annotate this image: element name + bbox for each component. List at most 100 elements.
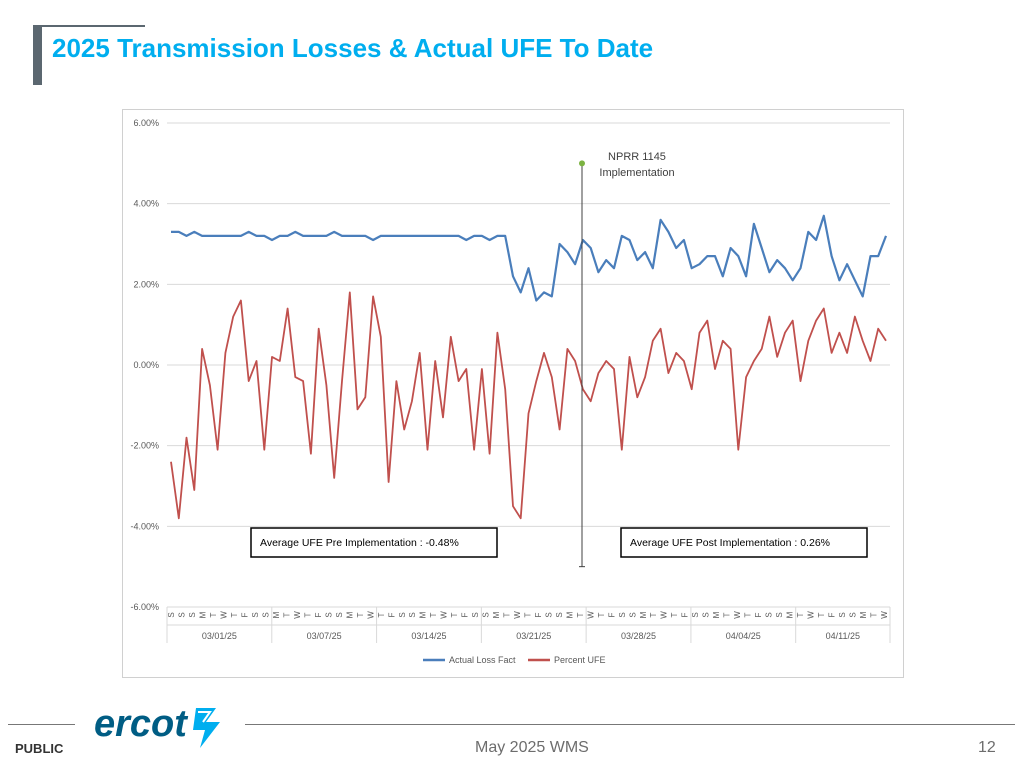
legend-label: Percent UFE bbox=[554, 655, 606, 665]
x-day-tick: T bbox=[356, 612, 365, 617]
y-tick-label: -4.00% bbox=[130, 521, 159, 531]
x-day-tick: W bbox=[733, 611, 742, 619]
x-day-tick: W bbox=[806, 611, 815, 619]
x-day-tick: S bbox=[765, 612, 774, 617]
x-day-tick: S bbox=[691, 612, 700, 617]
x-day-tick: T bbox=[869, 612, 878, 617]
footer-divider-left bbox=[8, 724, 75, 725]
legend-label: Actual Loss Fact bbox=[449, 655, 516, 665]
y-tick-label: 6.00% bbox=[133, 118, 159, 128]
x-day-tick: S bbox=[471, 612, 480, 617]
x-day-tick: T bbox=[230, 612, 239, 617]
x-day-tick: M bbox=[639, 611, 648, 618]
x-day-tick: F bbox=[314, 612, 323, 617]
x-day-tick: T bbox=[303, 612, 312, 617]
x-day-tick: S bbox=[544, 612, 553, 617]
x-day-tick: M bbox=[565, 611, 574, 618]
x-day-tick: T bbox=[429, 612, 438, 617]
x-day-tick: S bbox=[188, 612, 197, 617]
y-tick-label: -6.00% bbox=[130, 602, 159, 612]
x-day-tick: T bbox=[670, 612, 679, 617]
annotation-implementation-label: Implementation bbox=[599, 167, 674, 179]
x-day-tick: F bbox=[827, 612, 836, 617]
y-tick-label: -2.00% bbox=[130, 441, 159, 451]
x-day-tick: S bbox=[848, 612, 857, 617]
svg-text:ercot: ercot bbox=[94, 703, 188, 745]
footer-divider-right bbox=[245, 724, 1015, 725]
x-day-tick: W bbox=[440, 611, 449, 619]
x-day-tick: S bbox=[178, 612, 187, 617]
x-day-tick: S bbox=[775, 612, 784, 617]
series-line-percent-ufe bbox=[170, 291, 887, 520]
x-day-tick: F bbox=[387, 612, 396, 617]
x-day-tick: M bbox=[199, 611, 208, 618]
x-day-tick: T bbox=[796, 612, 805, 617]
x-day-tick: M bbox=[419, 611, 428, 618]
x-week-label: 03/14/25 bbox=[411, 631, 446, 641]
x-day-tick: T bbox=[597, 612, 606, 617]
x-day-tick: W bbox=[586, 611, 595, 619]
x-day-tick: F bbox=[534, 612, 543, 617]
x-day-tick: T bbox=[649, 612, 658, 617]
x-day-tick: W bbox=[293, 611, 302, 619]
post-average-label: Average UFE Post Implementation : 0.26% bbox=[630, 537, 830, 549]
x-week-label: 03/28/25 bbox=[621, 631, 656, 641]
footer-meeting-label: May 2025 WMS bbox=[475, 739, 589, 756]
ercot-logo: ercot bbox=[94, 703, 220, 748]
x-day-tick: S bbox=[335, 612, 344, 617]
x-week-label: 03/07/25 bbox=[307, 631, 342, 641]
post-average-box bbox=[620, 527, 868, 558]
x-day-tick: W bbox=[220, 611, 229, 619]
x-week-label: 04/11/25 bbox=[826, 631, 860, 641]
x-day-tick: W bbox=[880, 611, 889, 619]
y-tick-label: 2.00% bbox=[133, 279, 159, 289]
title-accent-line bbox=[42, 25, 145, 27]
x-day-tick: T bbox=[503, 612, 512, 617]
title-accent-bar bbox=[33, 25, 42, 85]
x-day-tick: M bbox=[272, 611, 281, 618]
x-day-tick: M bbox=[712, 611, 721, 618]
x-day-tick: F bbox=[241, 612, 250, 617]
x-day-tick: M bbox=[785, 611, 794, 618]
x-day-tick: T bbox=[377, 612, 386, 617]
x-day-tick: T bbox=[450, 612, 459, 617]
public-label: PUBLIC bbox=[15, 741, 64, 756]
x-day-tick: W bbox=[513, 611, 522, 619]
x-day-tick: M bbox=[345, 611, 354, 618]
x-day-tick: S bbox=[167, 612, 176, 617]
x-day-tick: T bbox=[576, 612, 585, 617]
x-day-tick: S bbox=[324, 612, 333, 617]
x-day-tick: F bbox=[461, 612, 470, 617]
x-day-tick: W bbox=[366, 611, 375, 619]
x-week-label: 03/01/25 bbox=[202, 631, 237, 641]
x-day-tick: M bbox=[859, 611, 868, 618]
annotation-nprr-label: NPRR 1145 bbox=[608, 151, 666, 163]
x-day-tick: F bbox=[681, 612, 690, 617]
x-day-tick: S bbox=[408, 612, 417, 617]
x-day-tick: T bbox=[817, 612, 826, 617]
x-day-tick: T bbox=[723, 612, 732, 617]
pre-average-label: Average UFE Pre Implementation : -0.48% bbox=[260, 537, 459, 549]
x-day-tick: S bbox=[628, 612, 637, 617]
slide-title: 2025 Transmission Losses & Actual UFE To… bbox=[52, 33, 654, 63]
x-day-tick: S bbox=[618, 612, 627, 617]
x-day-tick: T bbox=[524, 612, 533, 617]
x-day-tick: S bbox=[398, 612, 407, 617]
x-day-tick: T bbox=[744, 612, 753, 617]
x-day-tick: F bbox=[607, 612, 616, 617]
series-line-actual-loss-fact bbox=[171, 214, 888, 302]
x-day-tick: M bbox=[492, 611, 501, 618]
x-day-tick: F bbox=[754, 612, 763, 617]
x-day-tick: S bbox=[702, 612, 711, 617]
y-tick-label: 0.00% bbox=[133, 360, 159, 370]
ufe-loss-chart: 6.00%4.00%2.00%0.00%-2.00%-4.00%-6.00%S S… bbox=[130, 118, 891, 665]
pre-average-box bbox=[250, 527, 498, 558]
y-tick-label: 4.00% bbox=[133, 199, 159, 209]
x-day-tick: S bbox=[262, 612, 271, 617]
x-day-tick: S bbox=[482, 612, 491, 617]
chart-frame: 6.00% 4.00% 2.00% 0.00% -2.00% -4.00% -6.00% S S… bbox=[122, 109, 904, 678]
page-number: 12 bbox=[978, 739, 996, 756]
x-day-tick: T bbox=[209, 612, 218, 617]
lightning-bolt-icon bbox=[193, 708, 220, 748]
x-day-tick: S bbox=[838, 612, 847, 617]
